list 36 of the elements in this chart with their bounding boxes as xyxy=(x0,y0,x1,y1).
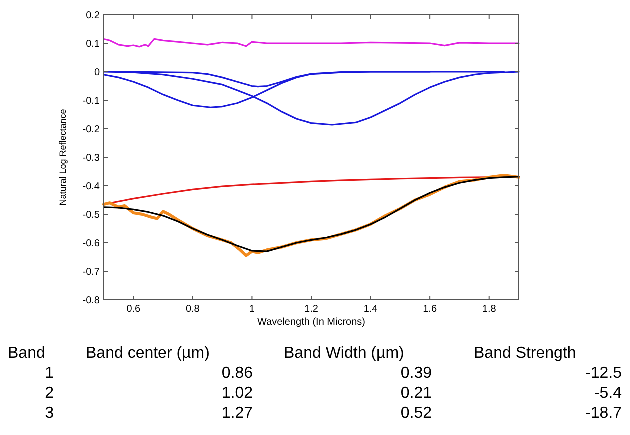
category-label: Band Width (µm) xyxy=(284,345,404,362)
x-tick-label: 0.8 xyxy=(186,304,200,315)
x-axis-title: Wavelength (In Microns) xyxy=(258,317,366,328)
y-tick-label: -0.7 xyxy=(82,267,100,278)
category-label: Band Strength xyxy=(474,345,576,362)
text: 0.21 xyxy=(400,385,432,402)
text: 0.86 xyxy=(222,365,254,382)
text: -12.5 xyxy=(586,365,622,382)
text: 1 xyxy=(45,365,54,382)
x-tick-label: 1.2 xyxy=(304,304,319,315)
text: -18.7 xyxy=(586,405,622,422)
category-label: Band center (µm) xyxy=(86,345,210,362)
x-tick-label: 1.4 xyxy=(364,304,378,315)
y-axis-title: Natural Log Reflectance xyxy=(58,109,68,206)
x-tick-label: 1.8 xyxy=(482,304,497,315)
text: -5.4 xyxy=(594,385,622,402)
text: 1.27 xyxy=(222,405,254,422)
text: 3 xyxy=(45,405,54,422)
y-tick-label: -0.8 xyxy=(82,296,100,306)
text: 2 xyxy=(45,385,54,402)
category-label: Band xyxy=(8,345,46,362)
x-tick-label: 1.6 xyxy=(423,304,438,315)
text: 0.39 xyxy=(400,365,432,382)
x-tick-label: 1 xyxy=(249,304,256,315)
y-tick-label: 0.1 xyxy=(86,39,100,50)
text: 0.52 xyxy=(400,405,432,422)
y-tick-label: -0.1 xyxy=(82,96,100,107)
y-tick-label: -0.5 xyxy=(82,210,100,221)
y-tick-label: 0 xyxy=(94,68,100,78)
y-tick-label: 0.2 xyxy=(86,10,100,22)
y-tick-label: -0.4 xyxy=(82,182,100,192)
y-tick-label: -0.6 xyxy=(82,238,100,250)
x-tick-label: 0.6 xyxy=(126,304,142,315)
y-tick-label: -0.2 xyxy=(82,124,100,136)
y-tick-label: -0.3 xyxy=(82,153,100,164)
text: 1.02 xyxy=(222,385,254,402)
